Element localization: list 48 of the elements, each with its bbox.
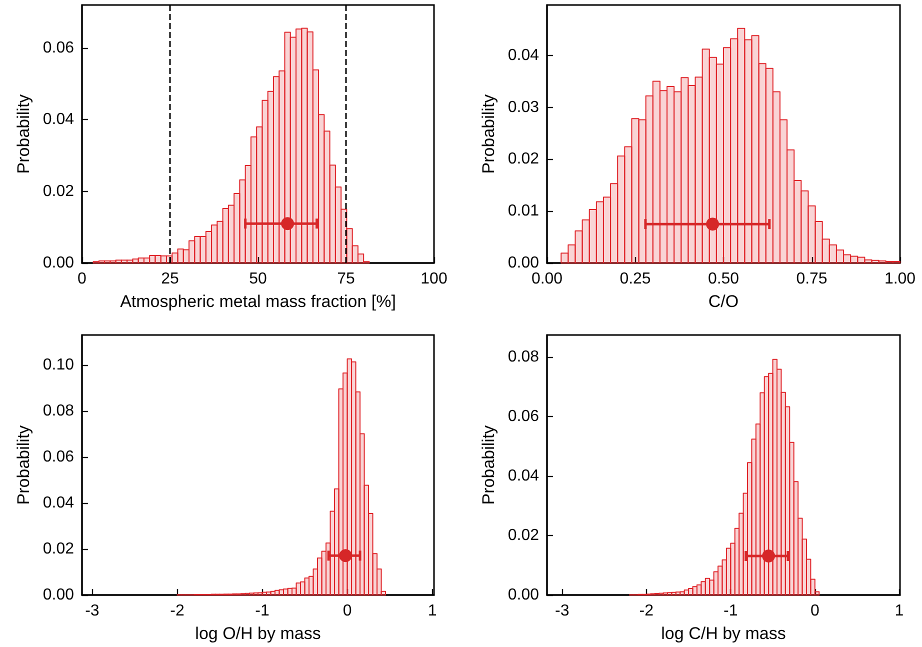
x-axis-title: log C/H by mass [661, 624, 786, 643]
y-tick-label: 0.02 [508, 150, 540, 168]
x-tick-label: 75 [337, 270, 355, 288]
x-tick-label: 25 [161, 270, 179, 288]
x-axis-title: log O/H by mass [195, 624, 321, 643]
y-tick-label: 0.00 [508, 586, 540, 604]
y-tick-label: 0.02 [508, 527, 540, 544]
y-axis-title: Probability [14, 424, 33, 505]
x-tick-label: 0.00 [531, 270, 563, 288]
y-tick-label: 0.00 [42, 586, 74, 604]
y-axis-title: Probability [478, 424, 498, 505]
x-axis-title: Atmospheric metal mass fraction [%] [120, 292, 396, 311]
y-tick-label: 0.06 [42, 40, 74, 56]
y-tick-label: 0.08 [508, 348, 540, 366]
y-tick-label: 0.04 [508, 468, 540, 485]
y-tick-label: 0.06 [508, 408, 540, 426]
x-axis-title: C/O [708, 292, 739, 311]
y-tick-label: 0.02 [42, 540, 74, 558]
x-tick-label: 1 [894, 602, 904, 620]
x-tick-label: 0.75 [796, 270, 828, 288]
y-tick-label: 0.10 [42, 356, 74, 374]
y-tick-label: 0.04 [42, 111, 74, 128]
y-axis-title: Probability [14, 94, 33, 174]
y-tick-label: 0.01 [508, 202, 540, 220]
x-tick-label: 50 [249, 270, 267, 288]
y-axis-title: Probability [478, 94, 498, 174]
x-tick-label: -2 [170, 602, 184, 620]
x-tick-label: 1.00 [884, 270, 916, 288]
x-tick-label: -2 [639, 602, 654, 620]
y-tick-label: 0.04 [508, 46, 540, 64]
x-tick-label: 0.50 [708, 270, 740, 288]
x-tick-label: -1 [255, 602, 270, 620]
y-tick-label: 0.00 [42, 254, 74, 272]
x-tick-label: 1 [428, 602, 437, 620]
x-tick-label: 100 [420, 270, 448, 288]
x-tick-label: -1 [724, 602, 738, 620]
x-tick-label: 0.25 [620, 270, 651, 288]
x-tick-label: 0 [810, 602, 820, 620]
y-tick-label: 0.03 [508, 98, 540, 116]
x-tick-label: -3 [555, 602, 570, 620]
y-tick-label: 0.02 [42, 182, 74, 200]
x-tick-label: -3 [85, 602, 100, 620]
x-tick-label: 0 [342, 602, 352, 620]
y-tick-label: 0.06 [42, 448, 74, 466]
y-tick-label: 0.08 [42, 402, 74, 420]
x-tick-label: 0 [78, 270, 87, 288]
y-tick-label: 0.04 [42, 494, 74, 512]
y-tick-label: 0.00 [508, 254, 540, 272]
